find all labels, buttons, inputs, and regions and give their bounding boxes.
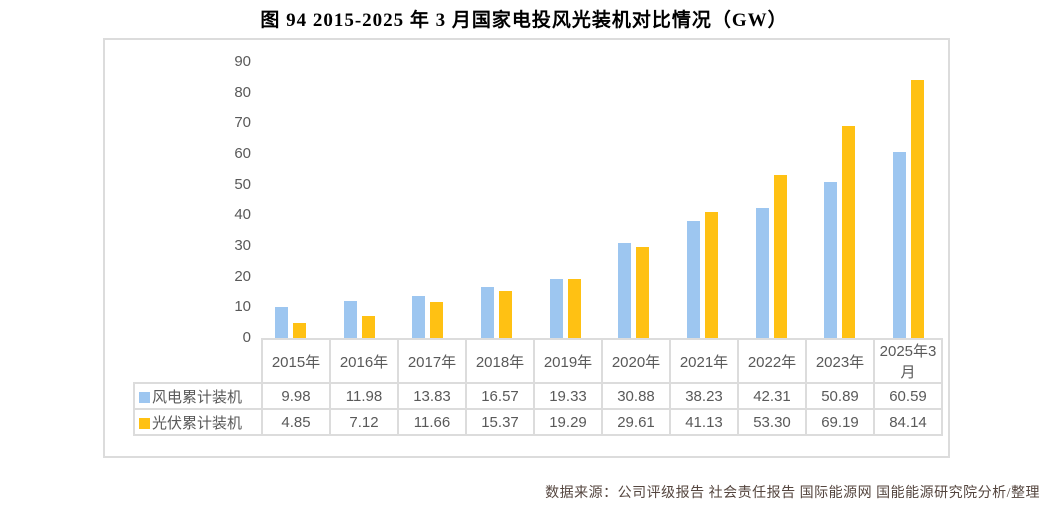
data-table: 2015年 2016年 2017年 2018年 2019年 2020年 2021年 2022年… bbox=[133, 338, 943, 436]
bar-wind bbox=[549, 278, 563, 338]
table-year-header: 2018年 bbox=[465, 338, 535, 384]
table-value-cell: 13.83 bbox=[397, 382, 467, 410]
chart-title: 图 94 2015-2025 年 3 月国家电投风光装机对比情况（GW） bbox=[260, 10, 788, 31]
bar-wind bbox=[687, 220, 701, 338]
series-label-cell: 光伏累计装机 bbox=[133, 408, 263, 436]
table-value-cell: 11.98 bbox=[329, 382, 399, 410]
bar-group bbox=[462, 62, 531, 338]
bar-wind bbox=[824, 181, 838, 338]
bar-solar bbox=[705, 211, 719, 338]
table-value-cell: 7.12 bbox=[329, 408, 399, 436]
bar-group bbox=[256, 62, 325, 338]
bar-solar bbox=[636, 247, 650, 338]
table-year-header: 2020年 bbox=[601, 338, 671, 384]
table-year-header: 2023年 bbox=[805, 338, 875, 384]
bar-solar bbox=[567, 278, 581, 338]
bar-solar bbox=[498, 290, 512, 338]
bar-group bbox=[806, 62, 875, 338]
table-value-cell: 29.61 bbox=[601, 408, 671, 436]
y-axis: 0 10 20 30 40 50 60 70 80 90 bbox=[195, 53, 251, 346]
table-value-cell: 16.57 bbox=[465, 382, 535, 410]
table-value-cell: 19.29 bbox=[533, 408, 603, 436]
y-tick-label: 40 bbox=[234, 206, 251, 224]
data-source-note: 数据来源：公司评级报告 社会责任报告 国际能源网 国能能源研究院分析/整理 bbox=[545, 486, 1040, 501]
bar-wind bbox=[618, 243, 632, 338]
table-value-cell: 4.85 bbox=[261, 408, 331, 436]
bar-group bbox=[668, 62, 737, 338]
table-value-cell: 53.30 bbox=[737, 408, 807, 436]
bar-solar bbox=[361, 316, 375, 338]
bar-solar bbox=[773, 174, 787, 338]
table-value-cell: 9.98 bbox=[261, 382, 331, 410]
bar-group bbox=[874, 62, 943, 338]
table-value-cell: 30.88 bbox=[601, 382, 671, 410]
y-tick-label: 50 bbox=[234, 175, 251, 193]
y-tick-label: 30 bbox=[234, 237, 251, 254]
chart-container: 0 10 20 30 40 50 60 70 80 90 2015年 2016年 2017年 2018年… bbox=[103, 38, 950, 458]
table-year-header: 2016年 bbox=[329, 338, 399, 384]
table-year-header: 2021年 bbox=[669, 338, 739, 384]
table-year-header: 2017年 bbox=[397, 338, 467, 384]
plot-area bbox=[256, 62, 943, 338]
y-tick-label: 20 bbox=[234, 267, 251, 285]
table-value-cell: 19.33 bbox=[533, 382, 603, 410]
series-label-cell: 风电累计装机 bbox=[133, 382, 263, 410]
table-year-header: 2015年 bbox=[261, 338, 331, 384]
bar-group bbox=[600, 62, 669, 338]
y-tick-label: 90 bbox=[234, 53, 251, 70]
legend-swatch-solar bbox=[139, 417, 150, 429]
bar-group bbox=[393, 62, 462, 338]
bar-wind bbox=[480, 287, 494, 338]
bar-solar bbox=[911, 80, 925, 338]
table-year-header: 2019年 bbox=[533, 338, 603, 384]
table-value-cell: 60.59 bbox=[873, 382, 943, 410]
table-value-cell: 42.31 bbox=[737, 382, 807, 410]
table-value-cell: 11.66 bbox=[397, 408, 467, 436]
bar-wind bbox=[412, 295, 426, 338]
bar-wind bbox=[893, 152, 907, 338]
table-row: 风电累计装机 9.98 11.98 13.83 16.57 19.33 30.88 38.23… bbox=[133, 382, 943, 410]
bar-solar bbox=[430, 302, 444, 338]
bar-wind bbox=[755, 208, 769, 338]
bar-group bbox=[325, 62, 394, 338]
bar-solar bbox=[842, 125, 856, 338]
table-value-cell: 69.19 bbox=[805, 408, 875, 436]
y-tick-label: 0 bbox=[242, 329, 251, 346]
table-value-cell: 50.89 bbox=[805, 382, 875, 410]
bar-wind bbox=[274, 307, 288, 338]
table-value-cell: 41.13 bbox=[669, 408, 739, 436]
y-tick-label: 10 bbox=[234, 298, 251, 316]
legend-swatch-wind bbox=[139, 391, 150, 403]
bar-solar bbox=[292, 323, 306, 338]
table-value-cell: 38.23 bbox=[669, 382, 739, 410]
y-tick-label: 60 bbox=[234, 145, 251, 162]
table-year-header: 2022年 bbox=[737, 338, 807, 384]
table-year-header: 2025年3月 bbox=[873, 338, 943, 384]
table-row: 光伏累计装机 4.85 7.12 11.66 15.37 19.29 29.61 41.13 5… bbox=[133, 408, 943, 436]
table-value-cell: 84.14 bbox=[873, 408, 943, 436]
y-tick-label: 80 bbox=[234, 83, 251, 101]
bar-wind bbox=[343, 301, 357, 338]
table-value-cell: 15.37 bbox=[465, 408, 535, 436]
table-corner-cell bbox=[134, 339, 262, 383]
bar-group bbox=[531, 62, 600, 338]
y-tick-label: 70 bbox=[234, 114, 251, 132]
bar-group bbox=[737, 62, 806, 338]
